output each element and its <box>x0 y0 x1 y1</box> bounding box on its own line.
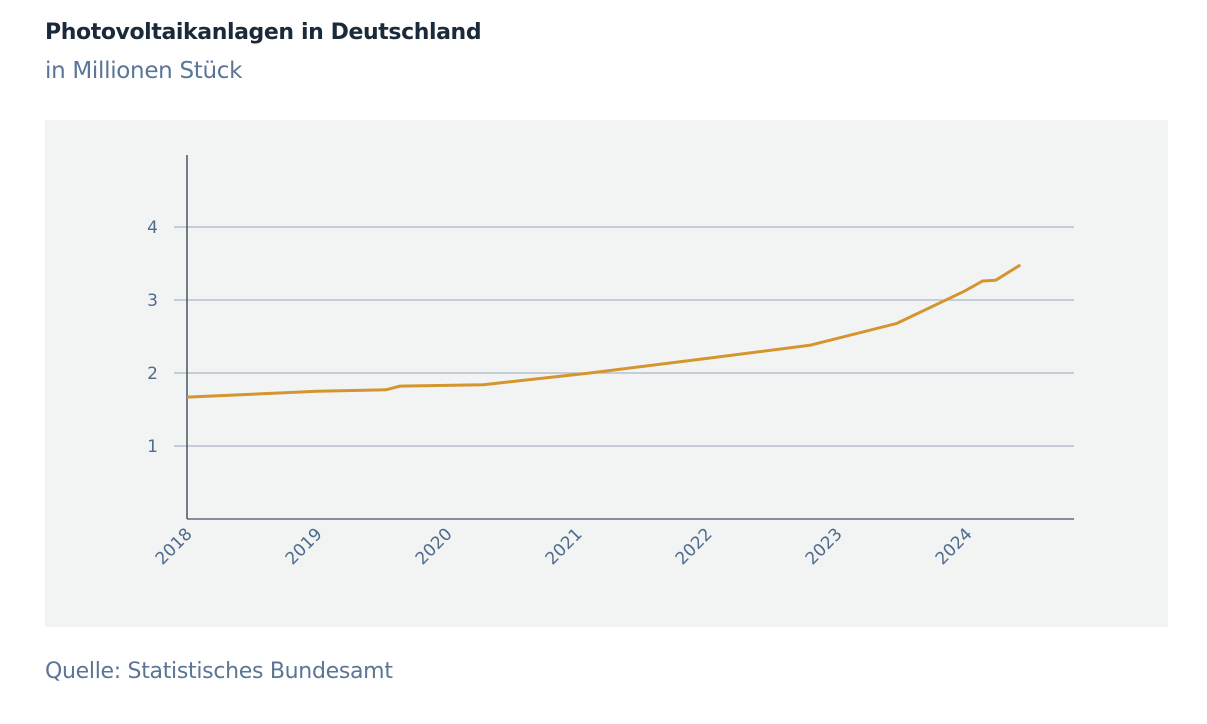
x-tick-label: 2020 <box>412 524 457 569</box>
x-tick-label: 2021 <box>542 524 587 569</box>
y-tick-label: 2 <box>147 364 158 384</box>
source-note: Quelle: Statistisches Bundesamt <box>45 659 393 684</box>
y-axis-ticks: 1 2 3 4 <box>147 218 158 457</box>
chart-subtitle: in Millionen Stück <box>45 58 243 84</box>
x-tick-label: 2018 <box>152 524 197 569</box>
x-tick-label: 2024 <box>932 524 977 569</box>
x-tick-label: 2022 <box>672 524 717 569</box>
y-tick-label: 1 <box>147 437 158 457</box>
chart-title: Photovoltaikanlagen in Deutschland <box>45 20 482 45</box>
gridlines <box>174 226 1074 447</box>
x-tick-label: 2019 <box>282 524 327 569</box>
y-tick-label: 3 <box>147 291 158 311</box>
x-axis-ticks: 2018 2019 2020 2021 2022 2023 2024 <box>152 524 977 569</box>
series-line <box>186 263 1022 399</box>
y-tick-label: 4 <box>147 218 158 238</box>
x-tick-label: 2023 <box>802 524 847 569</box>
